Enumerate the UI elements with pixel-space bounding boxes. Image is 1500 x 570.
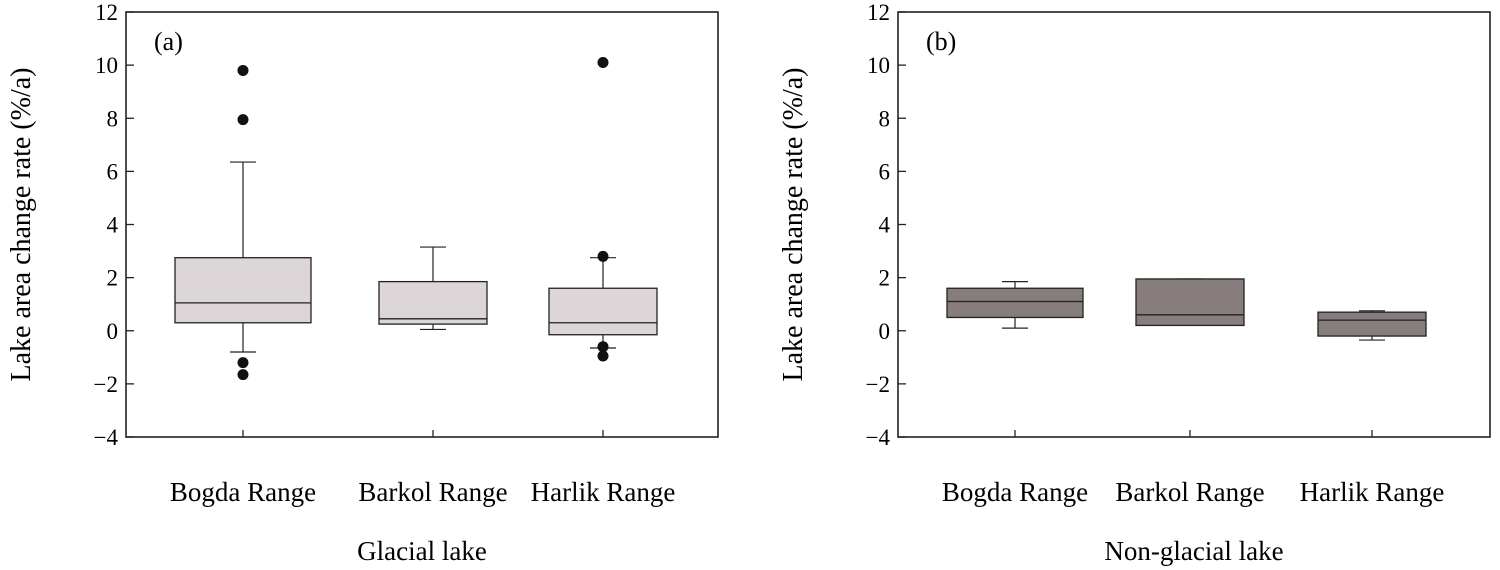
y-tick-label: −2 [94, 372, 118, 397]
category-label: Harlik Range [1300, 477, 1445, 507]
plot-frame [125, 11, 719, 438]
iqr-box [1317, 311, 1427, 337]
outlier-point [597, 250, 609, 262]
iqr-box [378, 280, 488, 325]
y-tick-label: 4 [879, 213, 891, 238]
category-label: Bogda Range [942, 477, 1088, 507]
y-tick-label: 2 [107, 266, 119, 291]
iqr-box [1135, 278, 1245, 327]
y-tick-label: 0 [107, 319, 119, 344]
outlier-point [237, 369, 249, 381]
outlier-point [237, 357, 249, 369]
y-tick-label: 8 [879, 106, 891, 131]
y-tick-label: 10 [867, 53, 890, 78]
panel-a: −4 −2 0 2 4 6 8 10 12 Bogda Range Barkol Range Harl… [6, 0, 719, 566]
y-tick-label: 12 [867, 0, 890, 25]
panel-label: (a) [154, 27, 183, 56]
plot-frame [897, 11, 1491, 438]
box-harlik-range [1317, 310, 1427, 341]
iqr-box [174, 257, 312, 324]
outlier-point [597, 56, 609, 68]
x-axis-title: Glacial lake [357, 536, 487, 566]
y-tick-label: −4 [94, 425, 119, 450]
y-tick-label: −2 [866, 372, 890, 397]
y-tick-label: 4 [107, 213, 119, 238]
y-tick-label: 12 [95, 0, 118, 25]
y-tick-label: 6 [107, 159, 119, 184]
iqr-box [946, 287, 1084, 319]
category-label: Bogda Range [170, 477, 316, 507]
category-label: Barkol Range [358, 477, 507, 507]
y-tick-label: 8 [107, 106, 119, 131]
panel-b: −4 −2 0 2 4 6 8 10 12 Bogda Range Barkol Range Harl… [778, 0, 1491, 566]
y-tick-label: 2 [879, 266, 891, 291]
iqr-box [548, 287, 658, 336]
box-barkol-range [1135, 278, 1245, 327]
box-harlik-range [548, 56, 658, 362]
y-tick-label: −4 [866, 425, 891, 450]
y-axis-title: Lake area change rate (%/a) [778, 68, 809, 382]
y-tick-label: 0 [879, 319, 891, 344]
category-label: Barkol Range [1115, 477, 1264, 507]
outlier-point [597, 350, 609, 362]
y-tick-label: 6 [879, 159, 891, 184]
outlier-point [237, 114, 249, 126]
x-axis-title: Non-glacial lake [1104, 536, 1283, 566]
panel-label: (b) [926, 27, 956, 56]
box-barkol-range [378, 246, 488, 331]
box-bogda-range [174, 64, 312, 381]
category-label: Harlik Range [531, 477, 676, 507]
outlier-point [237, 64, 249, 76]
y-tick-label: 10 [95, 53, 118, 78]
outlier-point [597, 341, 609, 353]
box-bogda-range [946, 281, 1084, 329]
y-axis-title: Lake area change rate (%/a) [6, 68, 37, 382]
